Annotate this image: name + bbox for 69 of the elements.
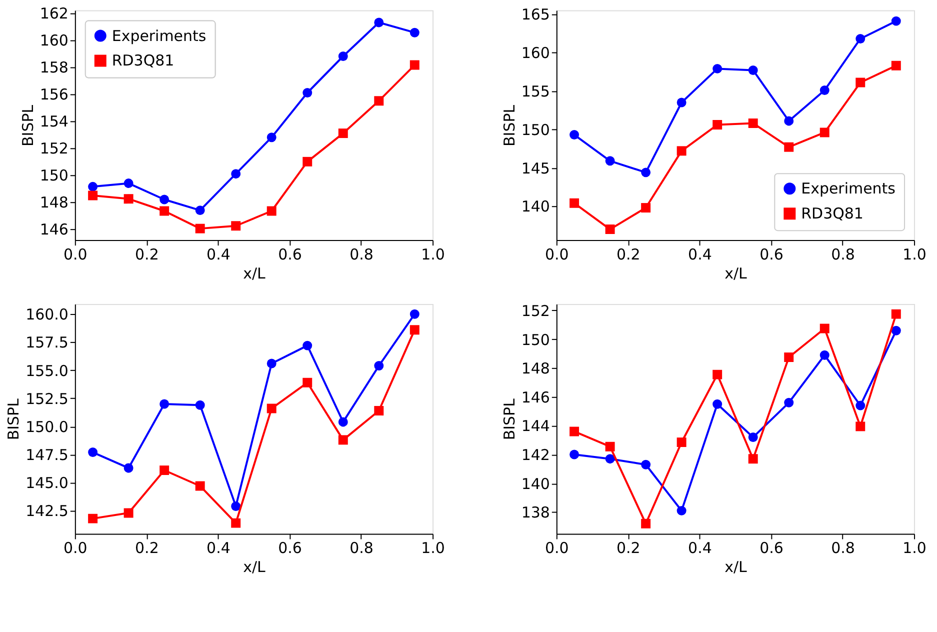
y-tick-label: 152	[521, 302, 550, 320]
y-axis-title: BISPL	[18, 104, 37, 146]
y-tick-label: 147.5	[26, 446, 68, 464]
y-tick-label: 157.5	[26, 334, 68, 352]
x-tick-label: 0.8	[831, 246, 855, 264]
x-axis-title: x/L	[243, 264, 266, 283]
y-tick-label: 145	[521, 159, 550, 178]
x-tick-label: 0.0	[64, 246, 88, 264]
x-tick-label: 0.6	[278, 539, 302, 558]
y-tick-label: 160.0	[26, 306, 68, 324]
x-axis-title: x/L	[243, 558, 266, 576]
legend-label: Experiments	[112, 26, 206, 45]
legend-label: Experiments	[801, 180, 896, 198]
y-tick-label: 146	[521, 388, 550, 406]
x-tick-label: 0.6	[760, 246, 784, 264]
y-tick-label: 160	[521, 44, 550, 62]
x-tick-label: 0.4	[688, 246, 712, 264]
x-tick-label: 0.8	[350, 539, 374, 558]
legend-label: RD3Q81	[112, 52, 174, 70]
point	[88, 514, 98, 524]
x-tick-label: 1.0	[421, 246, 445, 264]
x-tick-label: 0.4	[206, 539, 230, 558]
x-tick-label: 0.2	[616, 246, 640, 264]
x-tick-label: 0.2	[135, 539, 159, 558]
x-tick-label: 0.0	[545, 539, 569, 558]
y-axis-title: BISPL	[4, 398, 23, 440]
y-tick-label: 152.5	[26, 390, 68, 408]
y-axis-title: BISPL	[500, 398, 518, 440]
point	[88, 190, 98, 200]
x-tick-label: 1.0	[421, 539, 445, 558]
x-tick-label: 0.0	[545, 246, 569, 264]
x-tick-label: 1.0	[902, 539, 926, 558]
x-tick-label: 0.2	[616, 539, 640, 558]
y-tick-label: 148	[521, 360, 550, 378]
y-axis-title: BISPL	[500, 104, 518, 146]
y-tick-label: 154	[40, 112, 68, 131]
y-tick-label: 155	[521, 82, 550, 100]
y-tick-label: 144	[521, 417, 550, 436]
y-tick-label: 162	[40, 4, 68, 22]
x-tick-label: 0.4	[688, 539, 712, 558]
y-tick-label: 150.0	[26, 418, 68, 436]
y-tick-label: 155.0	[26, 362, 68, 380]
y-tick-label: 150	[521, 330, 550, 349]
x-tick-label: 0.0	[64, 539, 88, 558]
y-tick-label: 156	[40, 86, 68, 104]
x-tick-label: 0.6	[760, 539, 784, 558]
y-tick-label: 165	[521, 6, 550, 24]
y-tick-label: 142	[521, 446, 550, 464]
y-tick-label: 142.5	[26, 502, 68, 520]
y-tick-label: 140	[521, 474, 550, 493]
y-tick-label: 140	[521, 198, 550, 216]
x-axis-title: x/L	[724, 558, 748, 576]
x-tick-label: 0.4	[206, 246, 230, 264]
x-tick-label: 0.8	[350, 246, 374, 264]
y-tick-label: 152	[40, 140, 68, 158]
x-tick-label: 1.0	[902, 246, 926, 264]
y-tick-label: 148	[40, 194, 68, 212]
y-tick-label: 138	[521, 504, 550, 522]
y-tick-label: 145.0	[26, 474, 68, 492]
y-tick-label: 150	[521, 120, 550, 139]
y-tick-label: 158	[40, 58, 68, 77]
y-tick-label: 160	[40, 32, 68, 50]
x-tick-label: 0.8	[831, 539, 855, 558]
x-tick-label: 0.6	[278, 246, 302, 264]
x-axis-title: x/L	[724, 264, 748, 283]
legend-label: RD3Q81	[801, 204, 864, 223]
y-tick-label: 146	[40, 220, 68, 239]
y-tick-label: 150	[40, 166, 68, 185]
x-tick-label: 0.2	[135, 246, 159, 264]
